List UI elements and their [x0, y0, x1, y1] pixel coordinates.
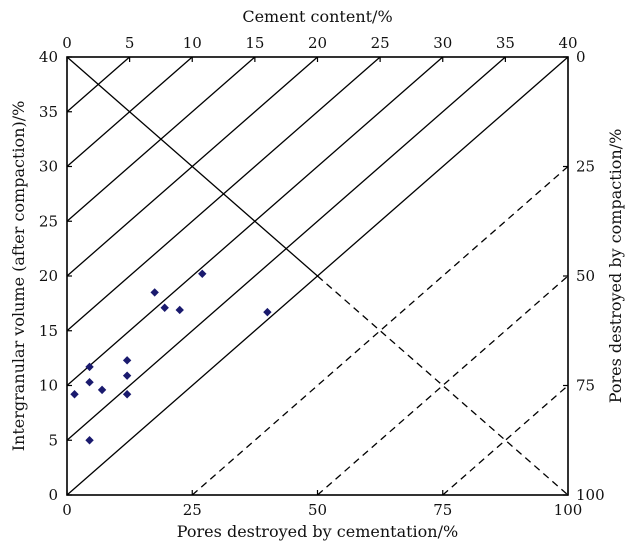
right-tick-label: 0	[576, 48, 586, 66]
bottom-tick-label: 25	[183, 501, 202, 519]
right-axis-title: Pores destroyed by compaction/%	[606, 129, 625, 404]
top-tick-label: 30	[433, 34, 452, 52]
compaction-diagonal-solid	[66, 56, 318, 277]
top-axis-title: Cement content/%	[242, 7, 392, 26]
top-tick-label: 5	[125, 34, 135, 52]
data-point	[97, 385, 107, 395]
right-tick-label: 50	[576, 267, 595, 285]
left-axis-title: Intergranular volume (after compaction)/…	[9, 101, 28, 452]
top-tick-label: 25	[371, 34, 390, 52]
data-point	[70, 390, 79, 399]
bottom-tick-label: 100	[554, 501, 583, 519]
data-point	[85, 362, 94, 372]
data-point	[122, 390, 132, 399]
top-tick-label: 10	[183, 34, 202, 52]
left-tick-label: 5	[48, 431, 58, 449]
compaction-isoline-50	[317, 275, 569, 496]
bottom-tick-label: 75	[433, 501, 452, 519]
top-tick-label: 15	[245, 34, 264, 52]
top-tick-label: 35	[496, 34, 515, 52]
data-points	[70, 269, 272, 445]
bottom-axis-title: Pores destroyed by cementation/%	[177, 522, 458, 541]
compaction-isoline-75	[442, 385, 569, 496]
top-tick-label: 40	[558, 34, 577, 52]
data-point	[122, 356, 132, 365]
right-tick-label: 100	[576, 486, 605, 504]
left-tick-label: 20	[39, 267, 58, 285]
data-point	[85, 378, 94, 387]
left-tick-label: 15	[39, 322, 58, 340]
data-point	[263, 307, 272, 317]
isolines	[66, 56, 569, 496]
left-tick-label: 35	[39, 103, 58, 121]
top-tick-label: 0	[62, 34, 72, 52]
left-tick-label: 0	[48, 486, 58, 504]
data-point	[160, 303, 169, 312]
bottom-tick-label: 50	[308, 501, 327, 519]
data-point	[85, 436, 94, 445]
left-tick-label: 10	[39, 377, 58, 395]
top-tick-label: 20	[308, 34, 327, 52]
left-tick-label: 30	[39, 158, 58, 176]
left-tick-label: 25	[39, 212, 58, 230]
data-point	[150, 288, 159, 297]
right-tick-label: 25	[576, 158, 595, 176]
data-point	[122, 371, 132, 380]
data-point	[198, 269, 207, 279]
right-tick-label: 75	[576, 377, 595, 395]
compaction-diagonal-dashed	[317, 275, 569, 496]
bottom-tick-label: 0	[62, 501, 72, 519]
left-tick-label: 40	[39, 48, 58, 66]
data-point	[175, 305, 184, 315]
